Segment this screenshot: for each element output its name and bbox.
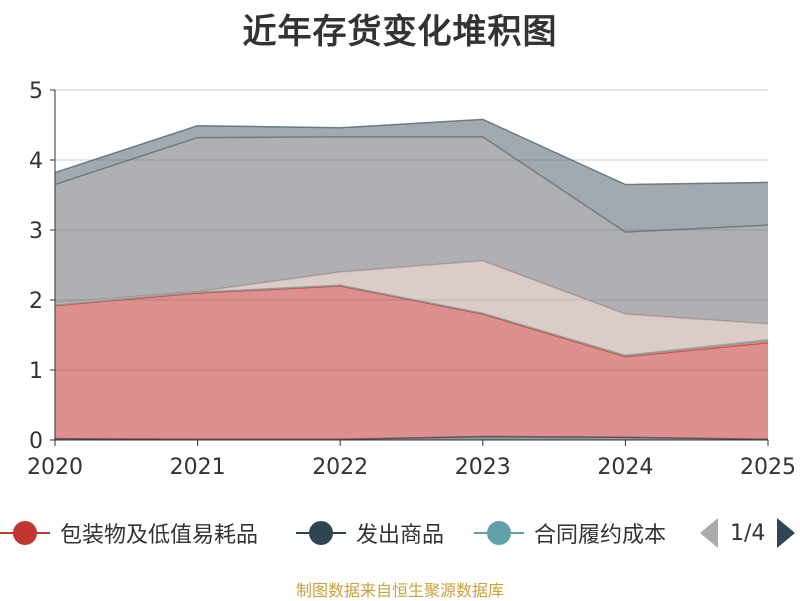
y-tick-label: 0 [29,429,43,454]
y-tick-label: 1 [29,359,43,384]
legend-page-indicator: 1/4 [730,520,766,546]
y-tick-label: 4 [29,149,43,174]
series-line [54,118,769,186]
chart-title: 近年存货变化堆积图 [242,12,558,52]
legend-item-contract-cost[interactable]: 合同履约成本 [474,512,666,554]
source-note: 制图数据来自恒生聚源数据库 [295,581,504,600]
y-tick-label: 2 [29,289,43,314]
legend-marker-icon [296,512,346,554]
area-series [55,119,768,233]
legend-label: 包装物及低值易耗品 [60,523,259,548]
area-series [55,286,768,440]
area-series [55,260,768,356]
legend-item-goods-shipped[interactable]: 发出商品 [296,512,444,554]
y-tick-label: 3 [29,219,43,244]
y-tick-label: 5 [29,79,43,104]
x-tick-label: 2020 [27,455,83,480]
legend-item-packaging[interactable]: 包装物及低值易耗品 [0,512,258,554]
x-tick-label: 2024 [597,455,653,480]
legend-label: 合同履约成本 [534,523,667,548]
legend-marker-icon [0,512,50,554]
x-tick-label: 2021 [170,455,226,480]
legend-label: 发出商品 [356,523,445,548]
legend-marker-icon [474,512,524,554]
area-series [55,136,768,324]
next-page-icon[interactable] [777,518,796,548]
legend: 包装物及低值易耗品 发出商品 合同履约成本 1/4 [0,512,800,554]
x-tick-label: 2023 [455,455,511,480]
x-tick-label: 2025 [740,455,796,480]
legend-pager: 1/4 [700,512,796,554]
prev-page-icon[interactable] [700,518,718,548]
x-tick-label: 2022 [312,455,368,480]
